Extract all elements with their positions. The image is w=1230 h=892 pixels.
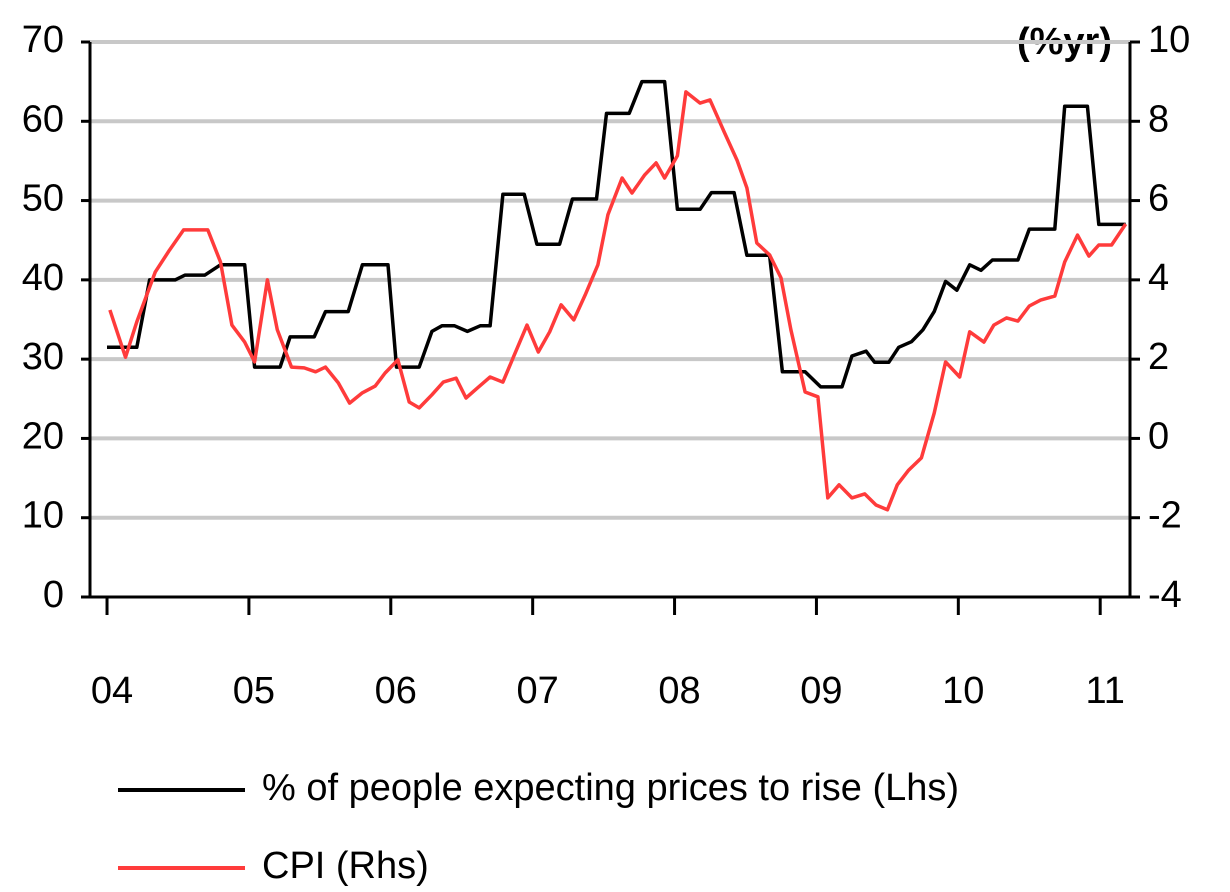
y2-tick-label: 2 xyxy=(1148,336,1169,378)
y-tick-label: 50 xyxy=(22,178,64,220)
y-tick-label: 60 xyxy=(22,98,64,140)
y-tick-label: 70 xyxy=(22,19,64,61)
x-tick-label: 06 xyxy=(375,670,417,712)
x-tick-label: 07 xyxy=(517,670,559,712)
x-tick-label: 10 xyxy=(942,670,984,712)
y-tick-label: 0 xyxy=(43,574,64,616)
y2-tick-label: 4 xyxy=(1148,257,1169,299)
series-line xyxy=(107,79,1126,389)
y2-tick-label: 8 xyxy=(1148,98,1169,140)
legend-label: CPI (Rhs) xyxy=(262,845,429,887)
y2-tick-label: 10 xyxy=(1148,19,1190,61)
x-tick-label: 09 xyxy=(800,670,842,712)
x-tick-label: 08 xyxy=(658,670,700,712)
x-tick-label: 05 xyxy=(233,670,275,712)
series-line xyxy=(108,90,1128,512)
y-tick-label: 10 xyxy=(22,495,64,537)
y-tick-label: 30 xyxy=(22,336,64,378)
y-tick-label: 40 xyxy=(22,257,64,299)
x-tick-label: 04 xyxy=(91,670,133,712)
y2-tick-label: 0 xyxy=(1148,415,1169,457)
legend-label: % of people expecting prices to rise (Lh… xyxy=(262,767,959,809)
y2-tick-label: -4 xyxy=(1148,574,1182,616)
x-tick-label: 11 xyxy=(1085,670,1124,712)
y2-tick-label: -2 xyxy=(1148,495,1182,537)
y2-tick-label: 6 xyxy=(1148,178,1169,220)
y-tick-label: 20 xyxy=(22,415,64,457)
